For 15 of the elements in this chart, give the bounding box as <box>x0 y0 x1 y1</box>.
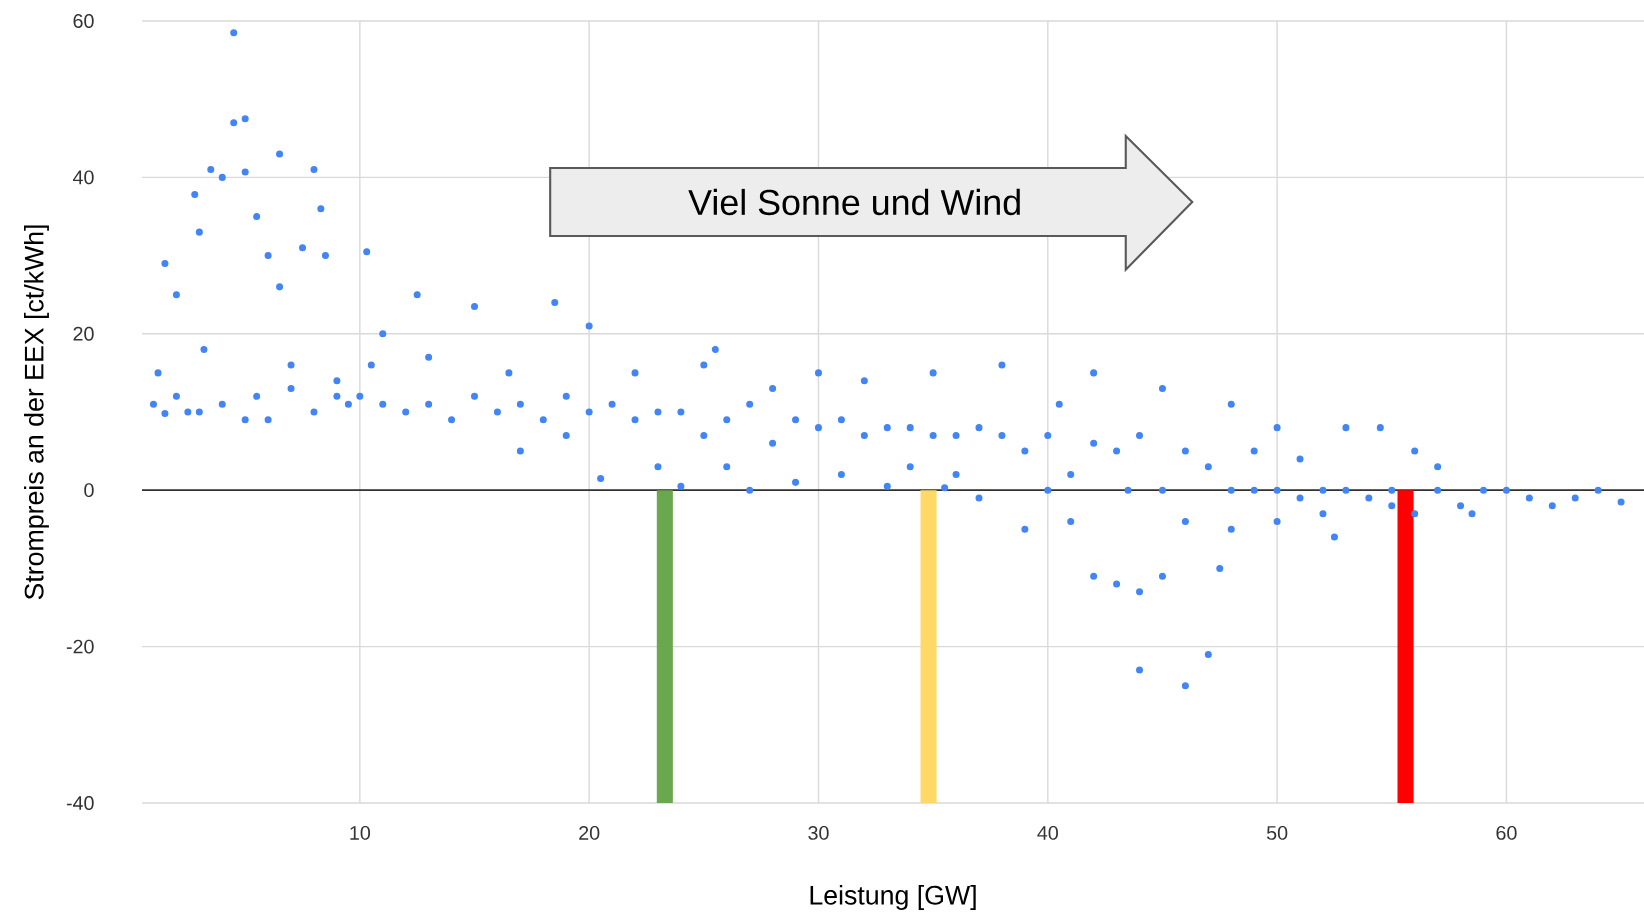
y-tick-label: 20 <box>73 326 94 341</box>
y-tick-label: 40 <box>72 170 94 185</box>
y-tick-label: 0 <box>84 483 94 498</box>
x-tick-label: 30 <box>808 825 829 840</box>
annotation: Viel Sonne und Wind <box>688 188 1020 216</box>
y-tick-label: -20 <box>66 639 94 654</box>
y-axis-title: Strompreis an der EEX [ct/kWh] <box>24 225 49 600</box>
x-axis-title: Leistung [GW] <box>810 885 976 911</box>
x-tick-label: 50 <box>1266 825 1288 840</box>
x-tick-label: 60 <box>1496 825 1517 840</box>
x-tick-label: 10 <box>350 825 371 840</box>
x-tick-label: 20 <box>579 825 600 840</box>
y-tick-label: 60 <box>73 14 94 28</box>
x-tick-label: 40 <box>1037 825 1058 840</box>
y-tick-label: -40 <box>66 796 94 810</box>
